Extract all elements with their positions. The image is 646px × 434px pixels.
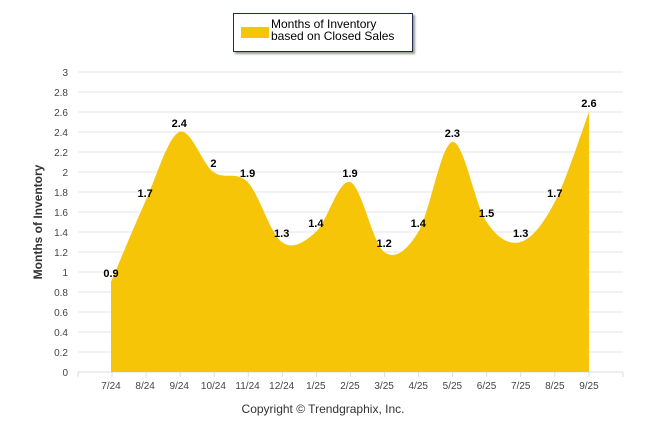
data-point [554, 201, 556, 203]
legend-label: Months of Inventory based on Closed Sale… [271, 17, 395, 43]
x-tick-label: 9/25 [579, 381, 599, 392]
y-axis-title: Months of Inventory [31, 164, 45, 279]
copyright-footer: Copyright © Trendgraphix, Inc. [241, 402, 405, 416]
y-tick-label: 1 [62, 268, 68, 279]
y-tick-label: 1.8 [54, 188, 68, 199]
x-tick-label: 5/25 [443, 381, 463, 392]
data-point [349, 181, 351, 183]
series-area [111, 112, 589, 372]
y-tick-label: 0.2 [54, 348, 68, 359]
data-point [451, 141, 453, 143]
data-label: 1.4 [308, 218, 324, 230]
data-label: 2.6 [581, 98, 596, 110]
y-tick-label: 2.4 [54, 128, 68, 139]
data-label: 0.9 [103, 268, 118, 280]
x-tick-label: 7/25 [511, 381, 531, 392]
data-point [178, 131, 180, 133]
x-tick-label: 8/24 [135, 381, 155, 392]
data-label: 2.4 [172, 118, 188, 130]
x-tick-label: 10/24 [201, 381, 226, 392]
data-point [486, 221, 488, 223]
y-tick-label: 1.4 [54, 228, 68, 239]
data-point [247, 181, 249, 183]
x-tick-label: 8/25 [545, 381, 565, 392]
data-label: 1.3 [274, 228, 289, 240]
data-label: 2.3 [445, 128, 460, 140]
data-point [520, 241, 522, 243]
x-tick-label: 11/24 [235, 381, 260, 392]
data-point [281, 241, 283, 243]
data-label: 2 [210, 158, 216, 170]
data-label: 1.5 [479, 208, 494, 220]
y-tick-label: 0.6 [54, 308, 68, 319]
x-tick-label: 2/25 [340, 381, 360, 392]
x-tick-label: 7/24 [101, 381, 121, 392]
data-label: 1.2 [376, 238, 391, 250]
y-tick-label: 3 [62, 68, 68, 79]
y-tick-label: 2.2 [54, 148, 68, 159]
data-point [110, 281, 112, 283]
data-label: 1.9 [342, 168, 357, 180]
data-point [383, 251, 385, 253]
data-label: 1.7 [137, 188, 152, 200]
data-point [144, 201, 146, 203]
x-tick-label: 1/25 [306, 381, 326, 392]
y-tick-label: 1.2 [54, 248, 68, 259]
legend-swatch [241, 27, 269, 38]
y-tick-label: 2.6 [54, 108, 68, 119]
data-label: 1.3 [513, 228, 528, 240]
chart-legend: Months of Inventory based on Closed Sale… [233, 13, 413, 52]
y-tick-label: 0.4 [54, 328, 68, 339]
data-point [417, 231, 419, 233]
x-tick-label: 3/25 [374, 381, 394, 392]
x-tick-label: 9/24 [170, 381, 190, 392]
data-label: 1.9 [240, 168, 255, 180]
y-tick-label: 0.8 [54, 288, 68, 299]
x-tick-label: 6/25 [477, 381, 497, 392]
data-point [315, 231, 317, 233]
data-point [588, 111, 590, 113]
x-tick-label: 12/24 [269, 381, 294, 392]
data-point [212, 171, 214, 173]
y-tick-label: 2 [62, 168, 68, 179]
data-label: 1.7 [547, 188, 562, 200]
y-tick-label: 2.8 [54, 88, 68, 99]
y-tick-label: 0 [62, 368, 68, 379]
y-tick-label: 1.6 [54, 208, 68, 219]
x-tick-label: 4/25 [409, 381, 429, 392]
data-label: 1.4 [411, 218, 427, 230]
